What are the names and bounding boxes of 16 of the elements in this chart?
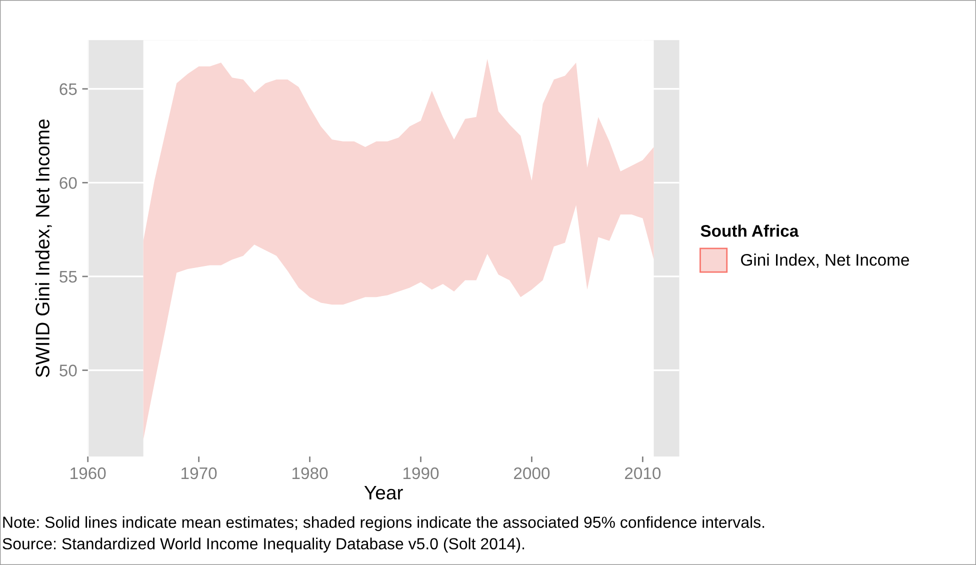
text: Note: Solid lines indicate mean estimates; shaded regions indicate the associated 95% confidence intervals. (3, 516, 764, 532)
x-tick-label: 2010 (624, 467, 661, 480)
x-axis-title: Year (364, 486, 403, 500)
y-tick-label: 60 (60, 177, 77, 189)
x-tick-label: 1980 (292, 467, 328, 480)
x-tick-label: 1970 (182, 467, 217, 480)
x-tick-label: 1990 (403, 467, 439, 480)
y-tick-label: 65 (60, 83, 77, 96)
legend-title: South Africa (700, 224, 799, 237)
y-tick-label: 50 (60, 364, 77, 376)
x-tick-label: 2000 (514, 467, 550, 480)
y-axis-title: SWIID Gini Index, Net Income (35, 120, 52, 378)
source-note: Source: Standardized World Income Inequality Database v5.0 (Solt 2014). (2, 538, 524, 553)
legend-label: Gini Index, Net Income (741, 254, 909, 268)
x-tick-label: 1960 (70, 467, 106, 480)
y-tick-label: 55 (60, 271, 77, 283)
